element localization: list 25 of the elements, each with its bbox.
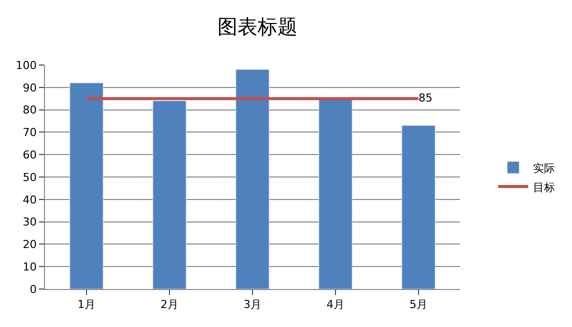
y-tick-label: 100 <box>16 58 37 72</box>
y-tick-label: 90 <box>22 81 37 94</box>
y-tick-label: 60 <box>22 148 37 162</box>
x-tick-label: 4月 <box>326 298 344 312</box>
y-tick-label: 20 <box>22 238 37 252</box>
legend-label: 目标 <box>533 180 556 194</box>
bar <box>318 98 352 289</box>
y-tick-label: 30 <box>22 216 37 229</box>
y-tick-label: 40 <box>22 193 37 206</box>
y-tick-label: 0 <box>30 282 37 296</box>
x-tick-label: 5月 <box>410 298 428 312</box>
y-tick-label: 50 <box>22 170 37 184</box>
bar <box>152 100 186 289</box>
x-tick-label: 3月 <box>244 298 262 312</box>
bar <box>236 69 270 289</box>
bar <box>70 82 104 289</box>
y-tick-label: 70 <box>22 126 37 140</box>
y-tick-label: 10 <box>22 260 37 274</box>
data-label: 85 <box>418 91 432 104</box>
y-tick-label: 80 <box>22 104 37 117</box>
x-tick-label: 2月 <box>160 298 178 312</box>
chart-title: 图表标题 <box>217 14 298 39</box>
x-tick-label: 1月 <box>78 298 96 312</box>
legend-label: 实际 <box>533 162 556 175</box>
bar <box>402 125 436 289</box>
